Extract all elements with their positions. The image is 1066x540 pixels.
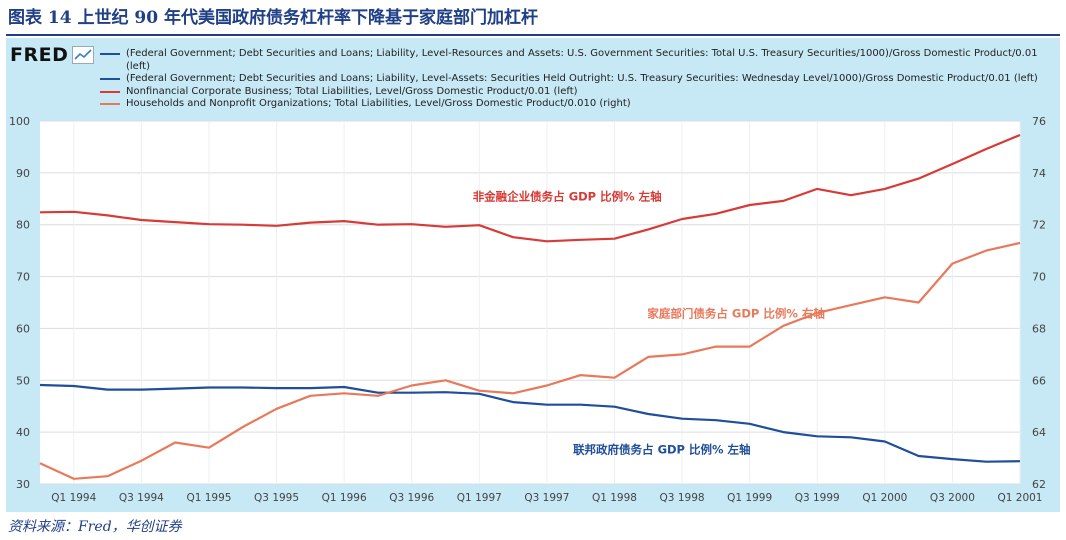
x-tick-label: Q3 2000 xyxy=(930,492,975,504)
legend-swatch xyxy=(100,53,120,55)
y-right-tick-label: 74 xyxy=(1032,167,1046,180)
series-line xyxy=(39,133,1021,243)
x-tick-label: Q1 1994 xyxy=(51,492,96,504)
x-tick-label: Q1 1996 xyxy=(322,492,367,504)
y-left-tick-label: 80 xyxy=(16,219,30,232)
y-right-tick-label: 62 xyxy=(1032,478,1046,491)
gridlines xyxy=(40,120,1021,485)
legend-item-treasury-total[interactable]: (Federal Government; Debt Securities and… xyxy=(100,48,1055,73)
x-tick-label: Q1 1998 xyxy=(592,492,637,504)
right-axis-ticks: 62 64 66 68 70 72 74 76 xyxy=(1032,115,1046,491)
y-left-tick-label: 40 xyxy=(16,426,30,439)
legend-label: Nonfinancial Corporate Business; Total L… xyxy=(126,85,578,97)
fred-logo-text: FRED xyxy=(10,44,69,66)
x-tick-label: Q3 1995 xyxy=(254,492,299,504)
legend-swatch xyxy=(100,103,120,105)
legend-label: (Federal Government; Debt Securities and… xyxy=(126,73,1038,84)
x-tick-label: Q1 2001 xyxy=(997,492,1042,504)
x-tick-label: Q1 2000 xyxy=(862,492,907,504)
x-tick-label: Q1 1997 xyxy=(457,492,502,504)
x-tick-label: Q3 1994 xyxy=(119,492,164,504)
annotation-label: 非金融企业债务占 GDP 比例% 左轴 xyxy=(473,189,662,203)
x-tick-label: Q3 1996 xyxy=(389,492,434,504)
legend-label: (Federal Government; Debt Securities and… xyxy=(126,48,1038,72)
series-line xyxy=(39,383,1021,463)
trend-line-icon xyxy=(72,46,95,64)
x-tick-label: Q3 1998 xyxy=(660,492,705,504)
y-right-tick-label: 64 xyxy=(1032,426,1046,439)
fred-logo: FRED xyxy=(10,44,95,66)
x-axis-ticks: Q1 1994 Q3 1994 Q1 1995 Q3 1995 Q1 1996 Q3 19… xyxy=(51,492,1042,504)
y-left-tick-label: 100 xyxy=(9,115,30,128)
left-axis-ticks: 30 40 50 60 70 80 90 100 xyxy=(9,115,30,491)
y-right-tick-label: 76 xyxy=(1032,115,1046,128)
legend-swatch xyxy=(100,78,120,80)
legend-item-treasury-held[interactable]: (Federal Government; Debt Securities and… xyxy=(100,73,1055,86)
y-right-tick-label: 68 xyxy=(1032,322,1046,335)
y-left-tick-label: 70 xyxy=(16,271,30,284)
x-tick-label: Q1 1995 xyxy=(186,492,231,504)
annotation-label: 联邦政府债务占 GDP 比例% 左轴 xyxy=(573,442,750,456)
x-tick-label: Q1 1999 xyxy=(727,492,772,504)
y-left-tick-label: 60 xyxy=(16,322,30,335)
x-tick-label: Q3 1999 xyxy=(795,492,840,504)
plot-area xyxy=(40,121,1020,484)
chart-legend: (Federal Government; Debt Securities and… xyxy=(100,48,1055,111)
x-tick-label: Q3 1997 xyxy=(524,492,569,504)
series-line xyxy=(39,241,1021,480)
annotation-label: 家庭部门债务占 GDP 比例% 右轴 xyxy=(647,307,824,321)
series-lines xyxy=(39,133,1021,480)
figure-title: 图表 14 上世纪 90 年代美国政府债务杠杆率下降基于家庭部门加杠杆 xyxy=(8,8,538,28)
title-divider xyxy=(6,34,1060,36)
y-right-tick-label: 70 xyxy=(1032,271,1046,284)
legend-item-household[interactable]: Households and Nonprofit Organizations; … xyxy=(100,98,1055,111)
y-right-tick-label: 72 xyxy=(1032,219,1046,232)
legend-swatch xyxy=(100,90,120,93)
y-left-tick-label: 50 xyxy=(16,374,30,387)
legend-item-corporate[interactable]: Nonfinancial Corporate Business; Total L… xyxy=(100,86,1055,99)
y-left-tick-label: 90 xyxy=(16,167,30,180)
legend-label: Households and Nonprofit Organizations; … xyxy=(126,98,631,109)
y-right-tick-label: 66 xyxy=(1032,374,1046,387)
source-note: 资料来源：Fred，华创证券 xyxy=(8,519,182,535)
y-left-tick-label: 30 xyxy=(16,478,30,491)
